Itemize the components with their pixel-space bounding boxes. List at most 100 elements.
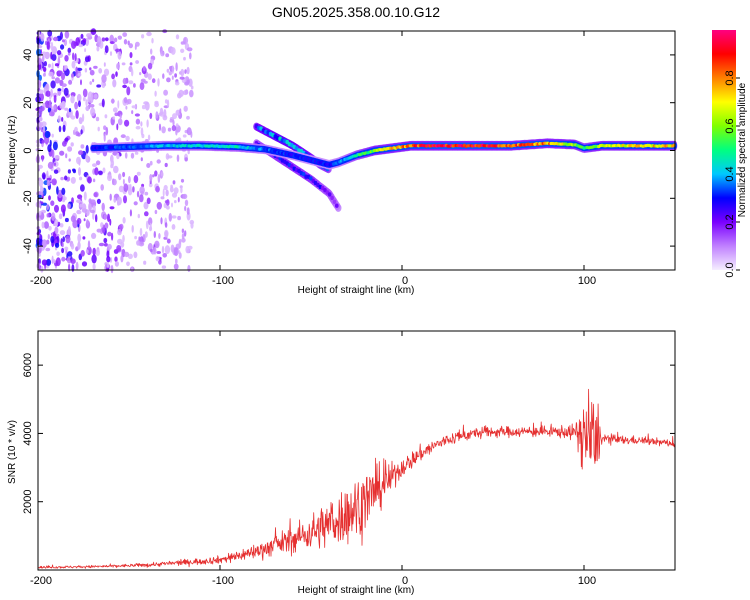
noise-blob (154, 209, 158, 215)
noise-blob (181, 228, 185, 234)
noise-blob (169, 66, 172, 70)
noise-blob (175, 34, 180, 40)
noise-blob (74, 101, 78, 110)
noise-blob (112, 107, 118, 113)
noise-blob (63, 87, 69, 96)
noise-blob (162, 253, 167, 258)
colorbar-axis: 0.0 0.2 0.4 0.6 0.8 (724, 70, 740, 278)
noise-blob (112, 79, 117, 88)
noise-blob (109, 193, 112, 201)
noise-blob (184, 81, 190, 86)
noise-blob (77, 72, 82, 77)
noise-blob (151, 78, 156, 84)
noise-blob (56, 251, 60, 257)
noise-blob (95, 248, 101, 256)
x-tick-label: 0 (402, 575, 408, 587)
noise-blob (120, 241, 125, 248)
noise-blob (180, 48, 185, 53)
noise-blob (71, 60, 76, 69)
noise-blob (123, 183, 129, 192)
noise-blob (87, 91, 93, 101)
noise-blob (56, 186, 59, 195)
noise-blob (83, 191, 87, 201)
noise-blob (53, 94, 57, 103)
noise-blob (176, 154, 180, 162)
noise-blob (185, 245, 190, 254)
noise-blob (95, 116, 100, 122)
noise-blob (77, 241, 81, 250)
noise-blob (44, 130, 50, 139)
noise-blob (156, 201, 162, 210)
branch-point (309, 176, 313, 181)
noise-blob (84, 68, 88, 73)
noise-blob (135, 125, 141, 130)
noise-blob (60, 72, 66, 81)
snr-frame (37, 330, 676, 571)
noise-blob (171, 215, 177, 219)
noise-blob (40, 32, 45, 42)
noise-blob (37, 45, 43, 49)
noise-blob (100, 222, 104, 228)
noise-blob (38, 74, 42, 82)
noise-blob (67, 169, 71, 174)
noise-blob (89, 81, 92, 85)
noise-blob (152, 174, 155, 178)
noise-blob (144, 211, 149, 217)
colorbar-tick-label: 0.4 (724, 166, 736, 181)
noise-blob (51, 133, 54, 138)
noise-blob (51, 76, 55, 80)
noise-blob (54, 77, 61, 84)
noise-blob (94, 167, 99, 176)
noise-blob (46, 213, 50, 218)
noise-blob (61, 247, 65, 254)
spectrogram-marks (35, 28, 678, 274)
noise-blob (53, 162, 57, 166)
noise-blob (64, 246, 69, 251)
noise-blob (117, 228, 122, 236)
noise-blob (42, 66, 47, 72)
noise-blob (172, 180, 176, 185)
noise-blob (160, 50, 165, 57)
noise-blob (129, 62, 133, 66)
noise-blob (67, 203, 71, 210)
noise-blob (150, 48, 153, 55)
noise-blob (149, 112, 153, 119)
noise-blob (116, 153, 120, 160)
noise-blob (38, 178, 44, 188)
noise-blob (186, 115, 190, 120)
noise-blob (167, 127, 172, 132)
noise-blob (171, 65, 174, 74)
noise-blob (117, 50, 122, 60)
noise-blob (64, 137, 69, 142)
noise-blob (154, 170, 158, 177)
y-tick-label: 40 (22, 49, 34, 61)
noise-blob (128, 43, 133, 49)
noise-blob (58, 213, 63, 220)
noise-blob (109, 218, 112, 226)
noise-blob (171, 125, 177, 132)
noise-blob (146, 197, 151, 205)
noise-blob (184, 205, 187, 212)
noise-blob (109, 257, 113, 263)
noise-blob (105, 126, 109, 136)
noise-blob (171, 224, 176, 230)
noise-blob (41, 155, 44, 162)
noise-blob (41, 221, 45, 229)
noise-blob (190, 85, 194, 90)
noise-blob (117, 118, 123, 126)
noise-blob (135, 118, 141, 125)
noise-blob (149, 222, 152, 231)
noise-blob (186, 66, 190, 75)
noise-blob (47, 107, 52, 113)
y-tick-label: 20 (22, 97, 34, 109)
noise-blob (85, 99, 88, 107)
noise-blob (50, 41, 54, 51)
noise-blob (82, 236, 86, 240)
noise-blob (139, 227, 143, 237)
noise-blob (131, 68, 134, 77)
noise-blob (122, 217, 126, 224)
noise-blob (60, 204, 66, 213)
snr-ylabel: SNR (10 * v/v) (7, 420, 18, 484)
noise-blob (124, 251, 130, 258)
noise-blob (68, 79, 73, 85)
